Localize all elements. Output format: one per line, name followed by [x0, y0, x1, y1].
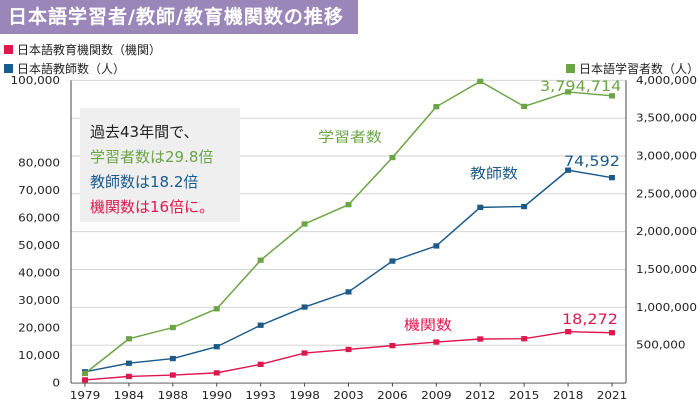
- left-tick-label: 30,000: [18, 295, 60, 307]
- data-point-learners: [345, 202, 352, 208]
- legend-swatch-institutions: [4, 45, 13, 54]
- left-tick-label: 50,000: [18, 240, 60, 252]
- legend-label-learners: 日本語学習者数（人）: [579, 62, 700, 76]
- data-point-learners: [301, 221, 308, 227]
- chart-title: 日本語学習者/教師/教育機関数の推移: [0, 0, 358, 34]
- data-point-learners: [257, 257, 264, 263]
- right-tick-label: 500,000: [636, 339, 686, 351]
- left-tick-label: 70,000: [18, 184, 60, 196]
- x-tick-label: 2015: [509, 390, 539, 402]
- data-point-learners: [521, 103, 528, 110]
- right-tick-label: 4,000,000: [636, 74, 697, 86]
- end-label-learners: 3,794,714: [540, 78, 621, 95]
- summary-line-3: 教師数は18.2倍: [90, 173, 199, 191]
- x-tick-label: 2018: [553, 390, 583, 402]
- data-point-learners: [389, 154, 396, 161]
- data-point-institutions: [477, 336, 484, 342]
- data-point-institutions: [213, 370, 220, 376]
- right-tick-label: 1,500,000: [636, 264, 697, 276]
- data-point-learners: [433, 104, 440, 110]
- data-point-learners: [125, 336, 132, 342]
- data-point-institutions: [389, 342, 396, 349]
- data-point-teachers: [345, 289, 352, 295]
- series-label-learners: 学習者数: [318, 129, 382, 146]
- right-tick-label: 2,500,000: [636, 188, 697, 200]
- x-tick-label: 1993: [245, 390, 275, 402]
- right-tick-label: 3,000,000: [636, 150, 697, 162]
- summary-box: 過去43年間で、 学習者数は29.8倍 教師数は18.2倍 機関数は16倍に。: [80, 108, 240, 222]
- left-tick-label: 0: [52, 377, 60, 389]
- data-point-teachers: [565, 167, 572, 173]
- data-point-institutions: [169, 372, 176, 378]
- series-lines: [82, 78, 615, 383]
- right-tick-label: 3,500,000: [636, 112, 697, 124]
- data-point-institutions: [301, 350, 308, 356]
- series-labels: 学習者数 教師数 機関数 3,794,714 74,592 18,272: [318, 78, 621, 334]
- left-tick-label: 100,000: [10, 74, 60, 86]
- series-line-institutions: [84, 330, 613, 381]
- right-axis-ticks: 500,000 1,000,000 1,500,000 2,000,000 2,500,…: [636, 74, 697, 351]
- summary-line-4: 機関数は16倍に。: [90, 198, 215, 216]
- data-point-teachers: [477, 204, 484, 211]
- series-label-teachers: 教師数: [470, 165, 518, 182]
- end-label-institutions: 18,272: [562, 311, 618, 328]
- data-point-institutions: [345, 346, 352, 353]
- x-tick-label: 2006: [377, 390, 407, 402]
- left-tick-label: 20,000: [18, 322, 60, 334]
- left-tick-label: 80,000: [18, 157, 60, 169]
- data-point-institutions: [82, 377, 88, 383]
- data-point-institutions: [433, 339, 440, 345]
- x-tick-label: 2003: [333, 390, 363, 402]
- legend-institutions: 日本語教育機関数（機関）: [4, 41, 161, 58]
- x-tick-label: 1984: [114, 390, 144, 402]
- data-point-teachers: [213, 344, 220, 350]
- data-point-teachers: [389, 258, 396, 264]
- end-label-teachers: 74,592: [564, 153, 620, 170]
- left-axis-ticks: 0 10,000 20,000 30,000 40,000 50,000 60,000 70,…: [10, 74, 60, 389]
- legend-label-institutions: 日本語教育機関数（機関）: [17, 43, 162, 57]
- left-tick-label: 60,000: [18, 212, 60, 224]
- left-tick-label: 10,000: [18, 350, 60, 362]
- x-tick-label: 1988: [158, 390, 188, 402]
- data-point-learners: [169, 324, 176, 331]
- data-point-teachers: [301, 304, 308, 310]
- x-tick-label: 1998: [289, 390, 319, 402]
- summary-line-2: 学習者数は29.8倍: [90, 148, 214, 166]
- data-point-teachers: [609, 174, 615, 181]
- left-tick-label: 40,000: [18, 267, 60, 279]
- gridlines: [70, 79, 627, 384]
- legend-swatch-teachers: [4, 64, 13, 73]
- data-point-learners: [609, 93, 615, 99]
- data-point-teachers: [169, 355, 176, 362]
- x-tick-label: 2012: [465, 390, 495, 402]
- series-label-institutions: 機関数: [404, 317, 452, 334]
- legend-swatch-learners: [566, 64, 575, 73]
- data-point-teachers: [521, 203, 528, 210]
- data-point-learners: [82, 370, 88, 377]
- data-point-teachers: [125, 360, 132, 366]
- right-tick-label: 1,000,000: [636, 302, 697, 314]
- data-point-institutions: [125, 373, 132, 380]
- x-tick-label: 1990: [202, 390, 232, 402]
- x-tick-label: 2021: [597, 390, 627, 402]
- x-axis-ticks: 1979 1984 1988 1990 1993 1998 2003 2006 2009 2012…: [70, 383, 627, 402]
- data-point-institutions: [257, 361, 264, 367]
- legend-learners: 日本語学習者数（人）: [566, 60, 699, 77]
- data-point-institutions: [521, 336, 528, 342]
- data-point-learners: [565, 89, 572, 95]
- data-point-institutions: [609, 330, 615, 336]
- legend-teachers: 日本語教師数（人）: [4, 60, 125, 77]
- right-tick-label: 2,000,000: [636, 226, 697, 238]
- legend-label-teachers: 日本語教師数（人）: [17, 62, 126, 76]
- data-point-institutions: [565, 329, 572, 335]
- data-point-teachers: [433, 243, 440, 249]
- data-point-learners: [477, 78, 484, 85]
- x-tick-label: 1979: [70, 390, 100, 402]
- summary-line-1: 過去43年間で、: [90, 123, 199, 141]
- x-tick-label: 2009: [421, 390, 451, 402]
- data-point-learners: [213, 306, 220, 312]
- data-point-teachers: [257, 322, 264, 328]
